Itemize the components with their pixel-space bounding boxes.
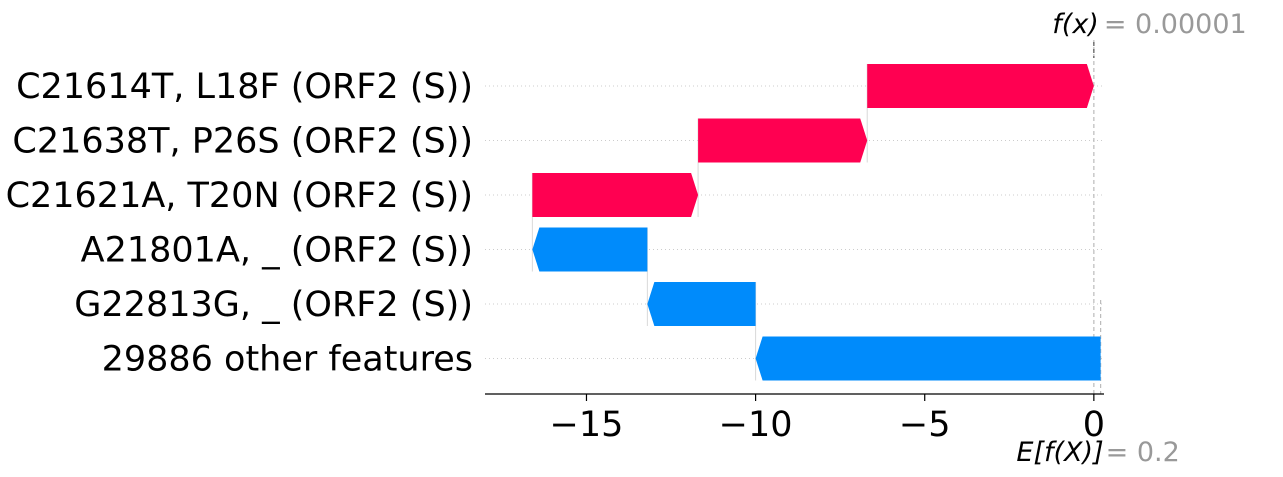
feature-label: C21614T, L18F (ORF2 (S)) [16, 67, 473, 107]
feature-label: C21621A, T20N (ORF2 (S)) [6, 176, 473, 216]
output-value-label: f(x) [1052, 9, 1099, 40]
bar-negative [755, 336, 1101, 381]
feature-label: C21638T, P26S (ORF2 (S)) [12, 122, 473, 162]
feature-labels: C21614T, L18F (ORF2 (S)) C21638T, P26S (O… [6, 67, 473, 380]
x-tick-label: 0 [1083, 405, 1105, 445]
feature-label: 29886 other features [102, 340, 473, 380]
feature-label: A21801A, _ (ORF2 (S)) [81, 231, 473, 271]
bars [532, 64, 1101, 381]
bar-negative [532, 227, 648, 272]
x-tick-label: −10 [719, 405, 793, 445]
output-value-number: = 0.00001 [1104, 9, 1247, 40]
x-tick-label: −5 [899, 405, 951, 445]
x-tick-label: −15 [550, 405, 624, 445]
base-value-label: E[f(X)] [1016, 437, 1103, 468]
bar-negative [647, 282, 756, 326]
bar-positive [698, 118, 868, 163]
bar-positive [532, 173, 699, 217]
base-value-number: = 0.2 [1106, 437, 1180, 468]
x-axis: −15 −10 −5 0 [485, 393, 1105, 445]
annotations: f(x) = 0.00001 E[f(X)] = 0.2 [1016, 9, 1246, 468]
feature-label: G22813G, _ (ORF2 (S)) [74, 285, 473, 325]
bar-positive [867, 64, 1094, 108]
